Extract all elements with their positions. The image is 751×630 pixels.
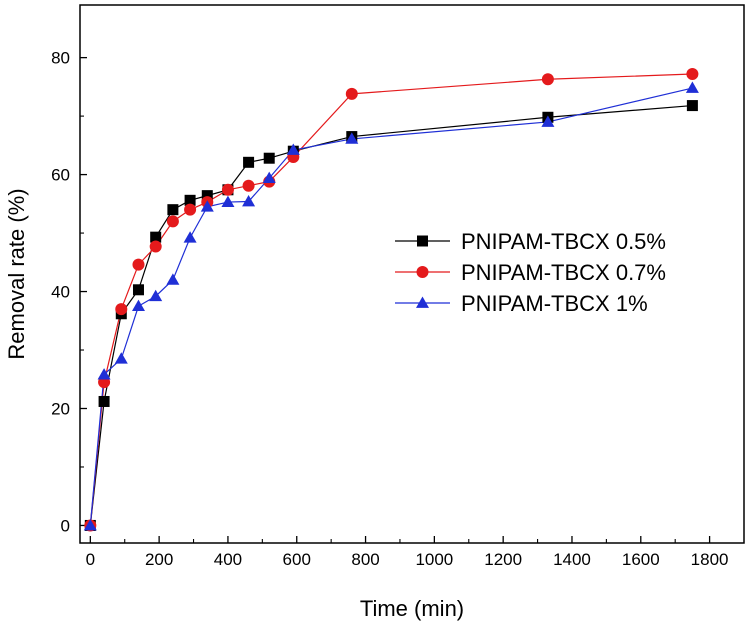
data-point xyxy=(242,194,256,207)
data-point xyxy=(221,183,234,196)
legend-marker xyxy=(416,296,429,308)
x-tick-label: 600 xyxy=(283,550,311,569)
y-tick-label: 0 xyxy=(61,516,70,535)
data-point xyxy=(200,200,214,212)
data-point xyxy=(345,132,359,144)
data-point xyxy=(183,231,197,243)
data-point xyxy=(345,87,358,100)
data-point xyxy=(686,68,699,81)
legend-marker xyxy=(416,266,429,278)
data-point xyxy=(286,143,300,155)
x-axis-title: Time (min) xyxy=(360,596,464,621)
x-tick-label: 200 xyxy=(145,550,173,569)
x-tick-label: 0 xyxy=(86,550,95,569)
data-point xyxy=(98,395,110,407)
data-point xyxy=(150,231,162,243)
legend-label: PNIPAM-TBCX 1% xyxy=(461,291,648,316)
y-tick-label: 60 xyxy=(51,166,70,185)
legend-marker xyxy=(417,235,428,247)
data-point xyxy=(263,152,275,164)
data-point xyxy=(149,240,162,253)
data-point xyxy=(541,115,555,127)
y-axis-title: Removal rate (%) xyxy=(4,188,29,359)
data-point xyxy=(132,258,145,271)
data-point xyxy=(201,190,213,202)
data-point xyxy=(184,203,197,216)
data-point xyxy=(167,204,179,216)
x-tick-label: 1000 xyxy=(415,550,453,569)
x-tick-label: 800 xyxy=(351,550,379,569)
data-point xyxy=(83,518,97,531)
data-point xyxy=(149,289,163,302)
data-point xyxy=(243,156,255,168)
data-point xyxy=(686,100,698,112)
y-tick-label: 20 xyxy=(51,400,70,419)
data-point xyxy=(115,303,128,316)
data-point xyxy=(97,368,111,380)
x-tick-label: 1200 xyxy=(484,550,522,569)
data-point xyxy=(131,299,145,312)
data-point xyxy=(166,273,180,285)
data-point xyxy=(166,215,179,228)
data-point xyxy=(184,194,196,206)
data-point xyxy=(114,352,128,364)
x-tick-label: 400 xyxy=(214,550,242,569)
legend-label: PNIPAM-TBCX 0.5% xyxy=(461,229,666,254)
x-tick-label: 1800 xyxy=(691,550,729,569)
data-point xyxy=(242,179,255,192)
x-tick-label: 1400 xyxy=(553,550,591,569)
data-point xyxy=(262,171,276,183)
y-tick-label: 40 xyxy=(51,283,70,302)
data-point xyxy=(221,195,235,207)
plot-frame xyxy=(79,4,745,544)
data-point xyxy=(132,284,144,296)
data-point xyxy=(541,73,554,86)
x-tick-label: 1600 xyxy=(622,550,660,569)
legend-label: PNIPAM-TBCX 0.7% xyxy=(461,260,666,285)
data-point xyxy=(685,81,699,93)
y-tick-label: 80 xyxy=(51,49,70,68)
